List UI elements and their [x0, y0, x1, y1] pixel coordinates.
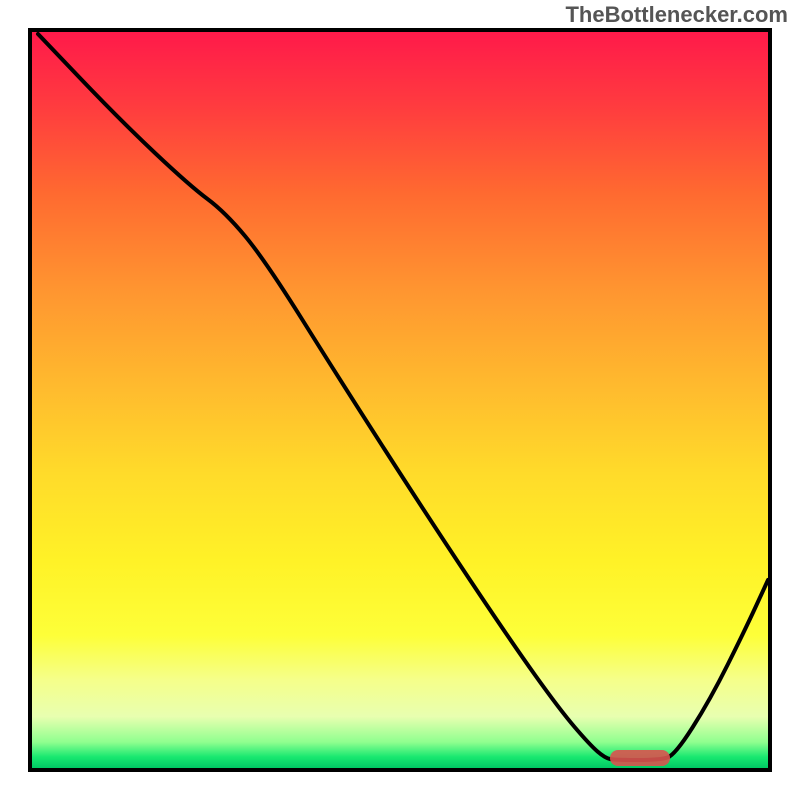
bottleneck-chart: [0, 0, 800, 800]
optimal-range-marker: [610, 750, 670, 766]
chart-container: TheBottlenecker.com: [0, 0, 800, 800]
